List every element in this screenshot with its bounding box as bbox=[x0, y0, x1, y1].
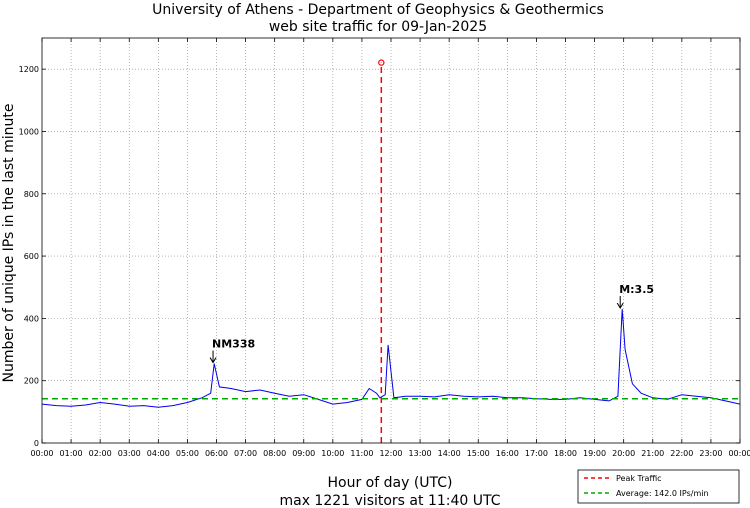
x-tick-label: 08:00 bbox=[263, 449, 286, 458]
y-tick-label: 1200 bbox=[19, 65, 39, 74]
x-tick-label: 09:00 bbox=[292, 449, 315, 458]
x-tick-label: 04:00 bbox=[147, 449, 170, 458]
y-tick-label: 1000 bbox=[19, 127, 39, 136]
x-tick-label: 13:00 bbox=[409, 449, 432, 458]
y-axis-label: Number of unique IPs in the last minute bbox=[1, 104, 17, 383]
peak-marker bbox=[378, 59, 385, 66]
chart-subtitle: web site traffic for 09-Jan-2025 bbox=[269, 19, 487, 35]
x-tick-label: 00:00 bbox=[30, 449, 53, 458]
legend-box bbox=[577, 469, 740, 504]
x-tick-label: 01:00 bbox=[60, 449, 83, 458]
annotation-arrowhead bbox=[209, 357, 217, 364]
x-tick-label: 21:00 bbox=[641, 449, 664, 458]
x-tick-label: 11:00 bbox=[350, 449, 373, 458]
x-axis-label: Hour of day (UTC) bbox=[328, 475, 453, 491]
x-tick-label: 12:00 bbox=[379, 449, 402, 458]
x-tick-label: 23:00 bbox=[699, 449, 722, 458]
annotation-label: M:3.5 bbox=[619, 283, 654, 296]
x-tick-label: 00:00 bbox=[728, 449, 750, 458]
axis-ticks: 00:00 01:00 02:00 03:00 04:00 05:00 06:00 07:00… bbox=[19, 38, 750, 458]
legend-peak-label: Peak Traffic bbox=[616, 474, 662, 483]
y-tick-label: 400 bbox=[24, 314, 39, 323]
x-tick-label: 18:00 bbox=[554, 449, 577, 458]
y-tick-label: 600 bbox=[24, 252, 39, 261]
annotations: NM338 M:3.5 bbox=[209, 283, 654, 364]
x-tick-label: 02:00 bbox=[89, 449, 112, 458]
x-tick-label: 16:00 bbox=[496, 449, 519, 458]
x-tick-label: 07:00 bbox=[234, 449, 257, 458]
x-tick-label: 06:00 bbox=[205, 449, 228, 458]
y-tick-label: 0 bbox=[34, 439, 39, 448]
x-tick-label: 05:00 bbox=[176, 449, 199, 458]
annotation-label: NM338 bbox=[212, 338, 255, 351]
x-axis-sublabel: max 1221 visitors at 11:40 UTC bbox=[279, 493, 500, 508]
x-tick-label: 03:00 bbox=[118, 449, 141, 458]
reference-lines bbox=[42, 59, 740, 443]
x-tick-label: 17:00 bbox=[525, 449, 548, 458]
x-tick-label: 19:00 bbox=[583, 449, 606, 458]
x-tick-label: 15:00 bbox=[467, 449, 490, 458]
x-tick-label: 20:00 bbox=[612, 449, 635, 458]
legend: Peak Traffic Average: 142.0 IPs/min bbox=[577, 469, 740, 504]
x-tick-label: 22:00 bbox=[670, 449, 693, 458]
traffic-series bbox=[41, 308, 741, 408]
chart-title: University of Athens - Department of Geo… bbox=[152, 2, 604, 18]
annotation-arrowhead bbox=[616, 302, 624, 310]
grid bbox=[42, 38, 740, 443]
y-tick-label: 800 bbox=[24, 190, 39, 199]
y-tick-label: 200 bbox=[24, 377, 39, 386]
x-tick-label: 14:00 bbox=[438, 449, 461, 458]
legend-average-label: Average: 142.0 IPs/min bbox=[616, 489, 709, 498]
x-tick-label: 10:00 bbox=[321, 449, 344, 458]
traffic-line bbox=[41, 308, 741, 408]
